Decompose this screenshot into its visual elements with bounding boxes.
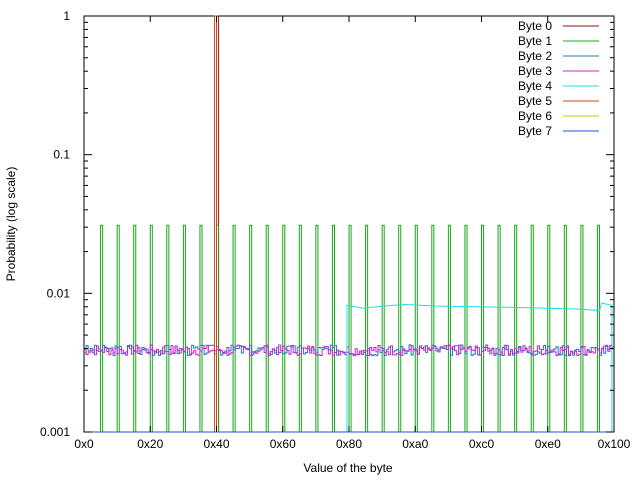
legend-label: Byte 0 xyxy=(518,19,552,33)
legend-label: Byte 4 xyxy=(518,79,552,93)
x-axis-title: Value of the byte xyxy=(303,461,393,475)
x-tick-label: 0x20 xyxy=(137,437,163,451)
y-tick-label: 0.01 xyxy=(47,286,71,300)
x-tick-label: 0xa0 xyxy=(402,437,428,451)
y-axis-title: Probability (log scale) xyxy=(4,167,18,282)
legend-label: Byte 5 xyxy=(518,94,552,108)
legend-label: Byte 2 xyxy=(518,49,552,63)
legend-label: Byte 3 xyxy=(518,64,552,78)
y-tick-label: 0.1 xyxy=(53,148,70,162)
x-tick-label: 0x100 xyxy=(598,437,631,451)
y-tick-label: 1 xyxy=(63,9,70,23)
x-tick-label: 0x60 xyxy=(270,437,296,451)
legend-label: Byte 6 xyxy=(518,109,552,123)
x-tick-label: 0x80 xyxy=(336,437,362,451)
y-tick-label: 0.001 xyxy=(40,425,70,439)
x-tick-label: 0x0 xyxy=(74,437,94,451)
ticks-layer: 0x0 0x20 0x40 0x60 0x80 0xa0 0xc0 0xe0 0x100 1 0.1… xyxy=(40,9,631,451)
x-tick-label: 0x40 xyxy=(203,437,229,451)
x-tick-label: 0xc0 xyxy=(469,437,495,451)
series-layer xyxy=(84,15,614,433)
series-line-1 xyxy=(84,224,614,433)
legend-label: Byte 7 xyxy=(518,124,552,138)
x-tick-label: 0xe0 xyxy=(535,437,561,451)
legend-label: Byte 1 xyxy=(518,34,552,48)
series-line-3 xyxy=(84,344,614,357)
series-line-4 xyxy=(84,302,613,433)
